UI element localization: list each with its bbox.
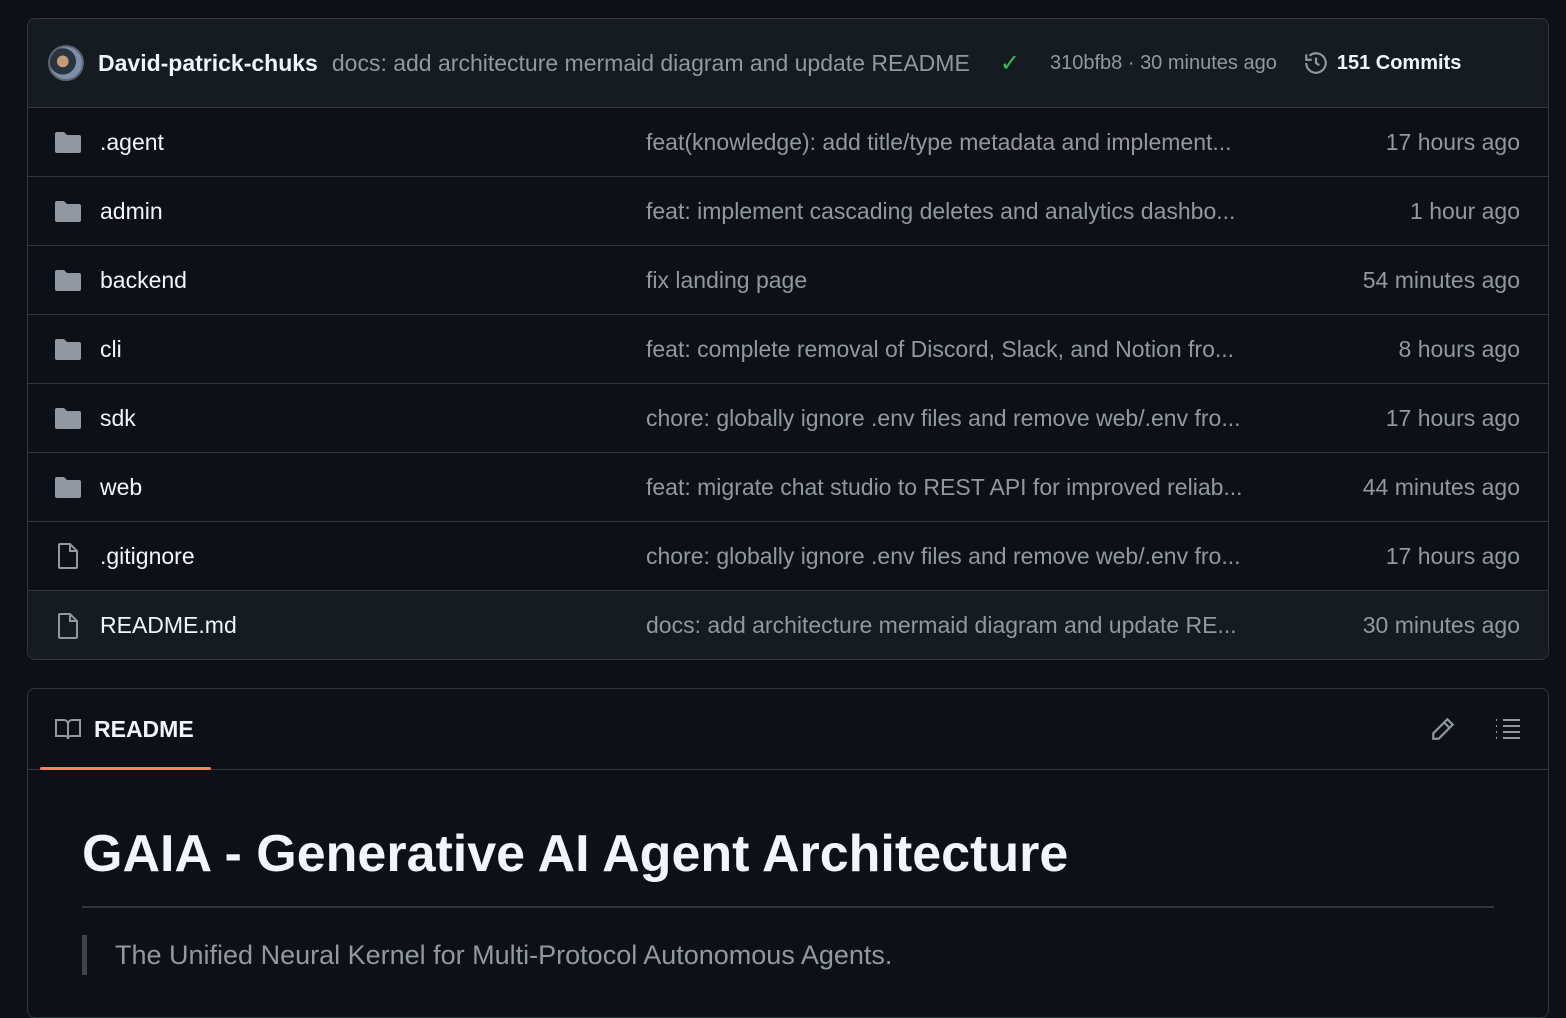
file-commit-time: 44 minutes ago	[1362, 473, 1520, 500]
file-commit-time: 17 hours ago	[1385, 542, 1520, 569]
folder-icon	[54, 406, 82, 430]
readme-tagline: The Unified Neural Kernel for Multi-Prot…	[82, 935, 892, 975]
file-commit-time: 17 hours ago	[1385, 128, 1520, 155]
file-commit-message[interactable]: feat(knowledge): add title/type metadata…	[646, 128, 1232, 155]
file-commit-time: 54 minutes ago	[1362, 266, 1520, 293]
commit-message[interactable]: docs: add architecture mermaid diagram a…	[331, 49, 970, 76]
file-icon	[54, 612, 82, 639]
active-tab-underline	[40, 767, 211, 770]
file-row[interactable]: sdk chore: globally ignore .env files an…	[28, 384, 1548, 453]
file-row[interactable]: README.md docs: add architecture mermaid…	[28, 591, 1548, 659]
commit-author[interactable]: David-patrick-chuks	[98, 49, 318, 76]
readme-tab-label: README	[94, 715, 194, 742]
file-name[interactable]: README.md	[100, 612, 237, 638]
file-commit-message[interactable]: chore: globally ignore .env files and re…	[646, 404, 1241, 431]
check-icon[interactable]: ✓	[999, 49, 1020, 77]
book-icon	[55, 719, 81, 740]
history-icon	[1304, 52, 1327, 74]
tab-readme[interactable]: README	[54, 716, 194, 743]
folder-icon	[54, 199, 82, 223]
outline-list-icon[interactable]	[1494, 717, 1522, 741]
file-commit-message[interactable]: chore: globally ignore .env files and re…	[646, 542, 1241, 569]
file-commit-message[interactable]: fix landing page	[646, 266, 808, 293]
readme-panel: README GAIA - Generative AI Agent Archit…	[27, 688, 1549, 1018]
file-icon	[54, 543, 82, 569]
file-commit-time: 30 minutes ago	[1362, 612, 1520, 638]
separator: ·	[1127, 51, 1135, 74]
file-name[interactable]: backend	[100, 266, 187, 293]
file-browser: David-patrick-chuks docs: add architectu…	[27, 18, 1549, 660]
file-row[interactable]: .gitignore chore: globally ignore .env f…	[28, 522, 1548, 591]
edit-pencil-icon[interactable]	[1430, 716, 1456, 742]
file-name[interactable]: admin	[100, 197, 163, 224]
commit-time: 30 minutes ago	[1140, 51, 1277, 74]
readme-title: GAIA - Generative AI Agent Architecture	[82, 825, 1069, 883]
file-commit-message[interactable]: docs: add architecture mermaid diagram a…	[646, 612, 1237, 638]
file-row[interactable]: admin feat: implement cascading deletes …	[28, 177, 1548, 246]
file-name[interactable]: web	[100, 473, 143, 500]
file-row[interactable]: web feat: migrate chat studio to REST AP…	[28, 453, 1548, 522]
commit-meta: 310bfb8 · 30 minutes ago	[1050, 52, 1277, 75]
file-commit-time: 17 hours ago	[1385, 404, 1520, 431]
file-commit-time: 1 hour ago	[1410, 197, 1520, 224]
file-name[interactable]: sdk	[100, 404, 136, 431]
folder-icon	[54, 130, 82, 154]
file-commit-time: 8 hours ago	[1398, 335, 1520, 362]
folder-icon	[54, 475, 82, 499]
file-commit-message[interactable]: feat: implement cascading deletes and an…	[646, 197, 1236, 224]
commits-count: 151 Commits	[1336, 51, 1462, 74]
folder-icon	[54, 268, 82, 292]
file-name[interactable]: .gitignore	[100, 542, 195, 569]
commit-hash[interactable]: 310bfb8	[1049, 51, 1123, 74]
avatar[interactable]	[48, 45, 84, 81]
file-commit-message[interactable]: feat: complete removal of Discord, Slack…	[646, 335, 1235, 362]
file-name[interactable]: cli	[100, 335, 122, 362]
latest-commit-bar: David-patrick-chuks docs: add architectu…	[28, 19, 1548, 108]
folder-icon	[54, 337, 82, 361]
file-name[interactable]: .agent	[100, 128, 164, 155]
file-row[interactable]: backend fix landing page 54 minutes ago	[28, 246, 1548, 315]
file-row[interactable]: .agent feat(knowledge): add title/type m…	[28, 108, 1548, 177]
commits-link[interactable]: 151 Commits	[1303, 50, 1462, 76]
divider	[82, 906, 1494, 908]
file-row[interactable]: cli feat: complete removal of Discord, S…	[28, 315, 1548, 384]
file-commit-message[interactable]: feat: migrate chat studio to REST API fo…	[646, 473, 1243, 500]
